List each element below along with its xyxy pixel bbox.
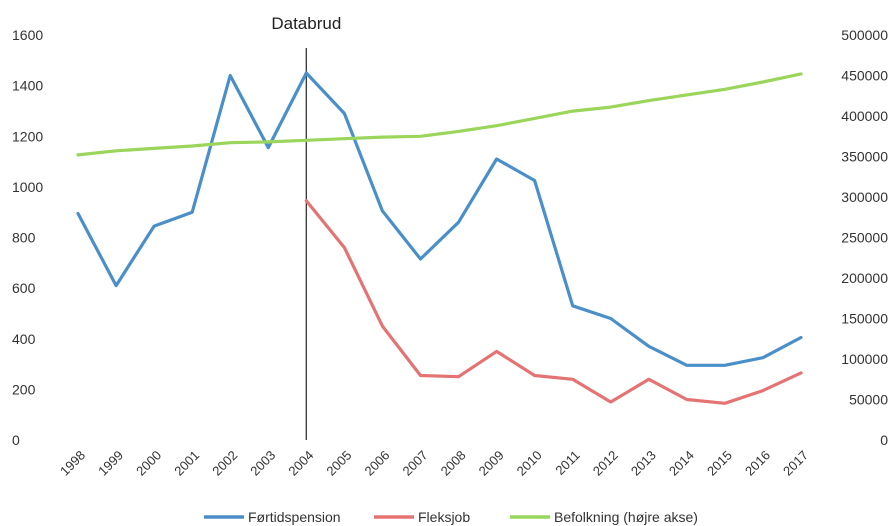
legend-item: Fleksjob bbox=[374, 509, 470, 525]
left-tick-label: 1600 bbox=[12, 27, 43, 43]
series-line-befolkning bbox=[76, 72, 803, 157]
legend-item: Befolkning (højre akse) bbox=[510, 509, 698, 525]
x-tick-label: 2000 bbox=[133, 448, 164, 479]
x-tick-label: 2012 bbox=[590, 448, 621, 479]
series-lines bbox=[76, 71, 803, 405]
right-tick-label: 50000 bbox=[849, 392, 888, 408]
right-tick-label: 450000 bbox=[841, 68, 888, 84]
x-tick-label: 2017 bbox=[780, 448, 811, 479]
x-tick-label: 2008 bbox=[438, 448, 469, 479]
x-tick-label: 2002 bbox=[209, 448, 240, 479]
right-tick-label: 500000 bbox=[841, 27, 888, 43]
left-tick-label: 200 bbox=[12, 381, 36, 397]
x-tick-label: 2009 bbox=[476, 448, 507, 479]
x-tick-label: 2006 bbox=[361, 448, 392, 479]
x-tick-label: 2003 bbox=[247, 448, 278, 479]
x-tick-label: 2010 bbox=[514, 448, 545, 479]
right-tick-label: 350000 bbox=[841, 149, 888, 165]
x-tick-label: 2001 bbox=[171, 448, 202, 479]
x-axis-ticks: 1998 1999 2000 2001 2002 2003 2004 2005 2006 2007… bbox=[57, 448, 811, 479]
left-tick-label: 1400 bbox=[12, 78, 43, 94]
right-tick-label: 200000 bbox=[841, 270, 888, 286]
x-tick-label: 1998 bbox=[57, 448, 88, 479]
x-tick-label: 2011 bbox=[552, 448, 582, 478]
legend-label: Førtidspension bbox=[248, 509, 341, 525]
series-line-fleksjob bbox=[304, 199, 803, 405]
right-tick-label: 150000 bbox=[841, 311, 888, 327]
x-tick-label: 2015 bbox=[704, 448, 735, 479]
left-tick-label: 0 bbox=[12, 432, 20, 448]
left-tick-label: 600 bbox=[12, 280, 36, 296]
left-tick-label: 1200 bbox=[12, 128, 43, 144]
right-tick-label: 0 bbox=[880, 432, 888, 448]
right-tick-label: 400000 bbox=[841, 108, 888, 124]
x-tick-label: 2007 bbox=[400, 448, 431, 479]
x-tick-label: 2014 bbox=[666, 448, 697, 479]
left-tick-label: 1000 bbox=[12, 179, 43, 195]
legend-label: Befolkning (højre akse) bbox=[554, 509, 698, 525]
databrud-label: Databrud bbox=[271, 14, 341, 33]
x-tick-label: 2004 bbox=[285, 448, 316, 479]
left-tick-label: 400 bbox=[12, 331, 36, 347]
x-tick-label: 1999 bbox=[95, 448, 126, 479]
legend: Førtidspension Fleksjob Befolkning (højre … bbox=[204, 509, 698, 525]
right-tick-label: 250000 bbox=[841, 230, 888, 246]
x-tick-label: 2016 bbox=[742, 448, 773, 479]
right-tick-label: 100000 bbox=[841, 351, 888, 367]
x-tick-label: 2005 bbox=[323, 448, 354, 479]
legend-item: Førtidspension bbox=[204, 509, 341, 525]
databrud-annotation: Databrud bbox=[271, 14, 341, 440]
right-axis-ticks: 0 50000 100000 150000 200000 250000 300000 3500… bbox=[841, 27, 888, 448]
right-tick-label: 300000 bbox=[841, 189, 888, 205]
left-axis-ticks: 0 200 400 600 800 1000 1200 1400 1600 bbox=[12, 27, 43, 448]
series-line-frtidspension bbox=[76, 71, 803, 367]
left-tick-label: 800 bbox=[12, 230, 36, 246]
x-tick-label: 2013 bbox=[628, 448, 659, 479]
legend-label: Fleksjob bbox=[418, 509, 470, 525]
